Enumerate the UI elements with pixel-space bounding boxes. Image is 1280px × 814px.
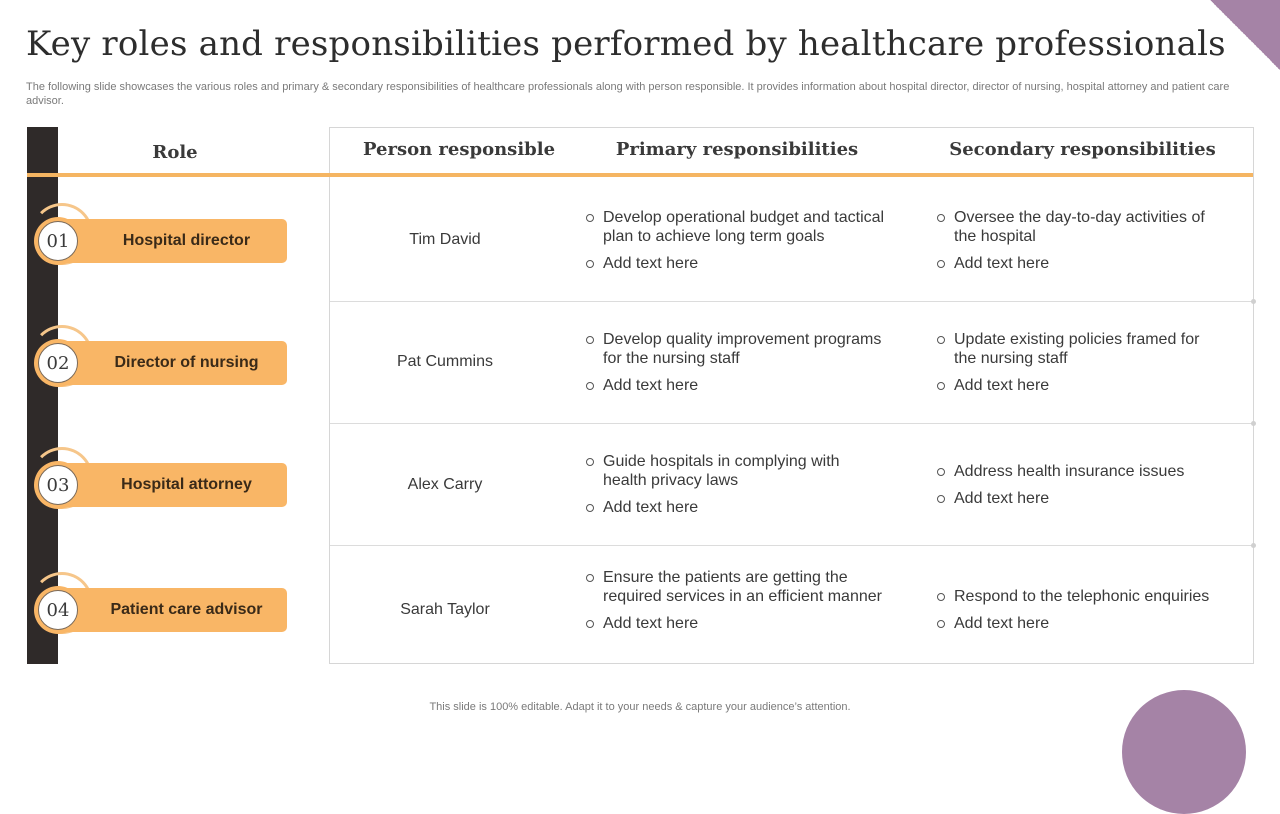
list-item: Add text here — [585, 376, 885, 395]
corner-decoration-top-right — [1210, 0, 1280, 70]
secondary-responsibilities-list: Oversee the day-to-day activities of the… — [936, 208, 1226, 281]
row-divider — [330, 421, 1256, 426]
number-badge: 04 — [34, 586, 82, 634]
page-subtitle: The following slide showcases the variou… — [26, 81, 1230, 107]
header-person-responsible: Person responsible — [362, 139, 556, 160]
list-item: Add text here — [936, 254, 1226, 273]
header-divider — [27, 173, 1253, 177]
role-row-hospital-director: Hospital director 01 — [0, 202, 329, 282]
person-responsible: Tim David — [409, 231, 481, 248]
list-item: Guide hospitals in complying with health… — [585, 452, 885, 490]
page-title: Key roles and responsibilities performed… — [26, 24, 1226, 64]
role-label: Patient care advisor — [56, 588, 287, 632]
number-badge: 01 — [34, 217, 82, 265]
role-row-hospital-attorney: Hospital attorney 03 — [0, 446, 329, 526]
header-primary-responsibilities: Primary responsibilities — [615, 139, 859, 160]
list-item: Respond to the telephonic enquiries — [936, 587, 1226, 606]
list-item: Develop operational budget and tactical … — [585, 208, 885, 246]
list-item: Add text here — [936, 614, 1226, 633]
list-item: Develop quality improvement programs for… — [585, 330, 885, 368]
list-item: Oversee the day-to-day activities of the… — [936, 208, 1226, 246]
number-text: 01 — [38, 221, 78, 261]
list-item: Ensure the patients are getting the requ… — [585, 568, 885, 606]
list-item: Add text here — [936, 489, 1226, 508]
role-row-patient-care-advisor: Patient care advisor 04 — [0, 571, 329, 651]
row-divider — [330, 543, 1256, 548]
number-badge: 02 — [34, 339, 82, 387]
person-responsible: Alex Carry — [407, 476, 483, 493]
list-item: Add text here — [585, 614, 885, 633]
list-item: Add text here — [585, 254, 885, 273]
number-text: 03 — [38, 465, 78, 505]
list-item: Address health insurance issues — [936, 462, 1226, 481]
secondary-responsibilities-list: Respond to the telephonic enquiries Add … — [936, 587, 1226, 641]
role-row-director-of-nursing: Director of nursing 02 — [0, 324, 329, 404]
primary-responsibilities-list: Develop operational budget and tactical … — [585, 208, 885, 281]
role-label: Director of nursing — [56, 341, 287, 385]
list-item: Add text here — [585, 498, 885, 517]
number-text: 02 — [38, 343, 78, 383]
footer-note: This slide is 100% editable. Adapt it to… — [429, 701, 851, 713]
person-responsible: Sarah Taylor — [400, 601, 490, 618]
primary-responsibilities-list: Develop quality improvement programs for… — [585, 330, 885, 403]
header-role: Role — [152, 142, 198, 163]
row-divider — [330, 299, 1256, 304]
secondary-responsibilities-list: Update existing policies framed for the … — [936, 330, 1226, 403]
header-secondary-responsibilities: Secondary responsibilities — [949, 139, 1216, 160]
primary-responsibilities-list: Guide hospitals in complying with health… — [585, 452, 885, 525]
list-item: Update existing policies framed for the … — [936, 330, 1226, 368]
secondary-responsibilities-list: Address health insurance issues Add text… — [936, 462, 1226, 516]
role-label: Hospital attorney — [56, 463, 287, 507]
primary-responsibilities-list: Ensure the patients are getting the requ… — [585, 568, 885, 641]
role-label: Hospital director — [56, 219, 287, 263]
responsibilities-table-frame — [329, 127, 1254, 664]
number-text: 04 — [38, 590, 78, 630]
number-badge: 03 — [34, 461, 82, 509]
person-responsible: Pat Cummins — [396, 353, 494, 370]
list-item: Add text here — [936, 376, 1226, 395]
